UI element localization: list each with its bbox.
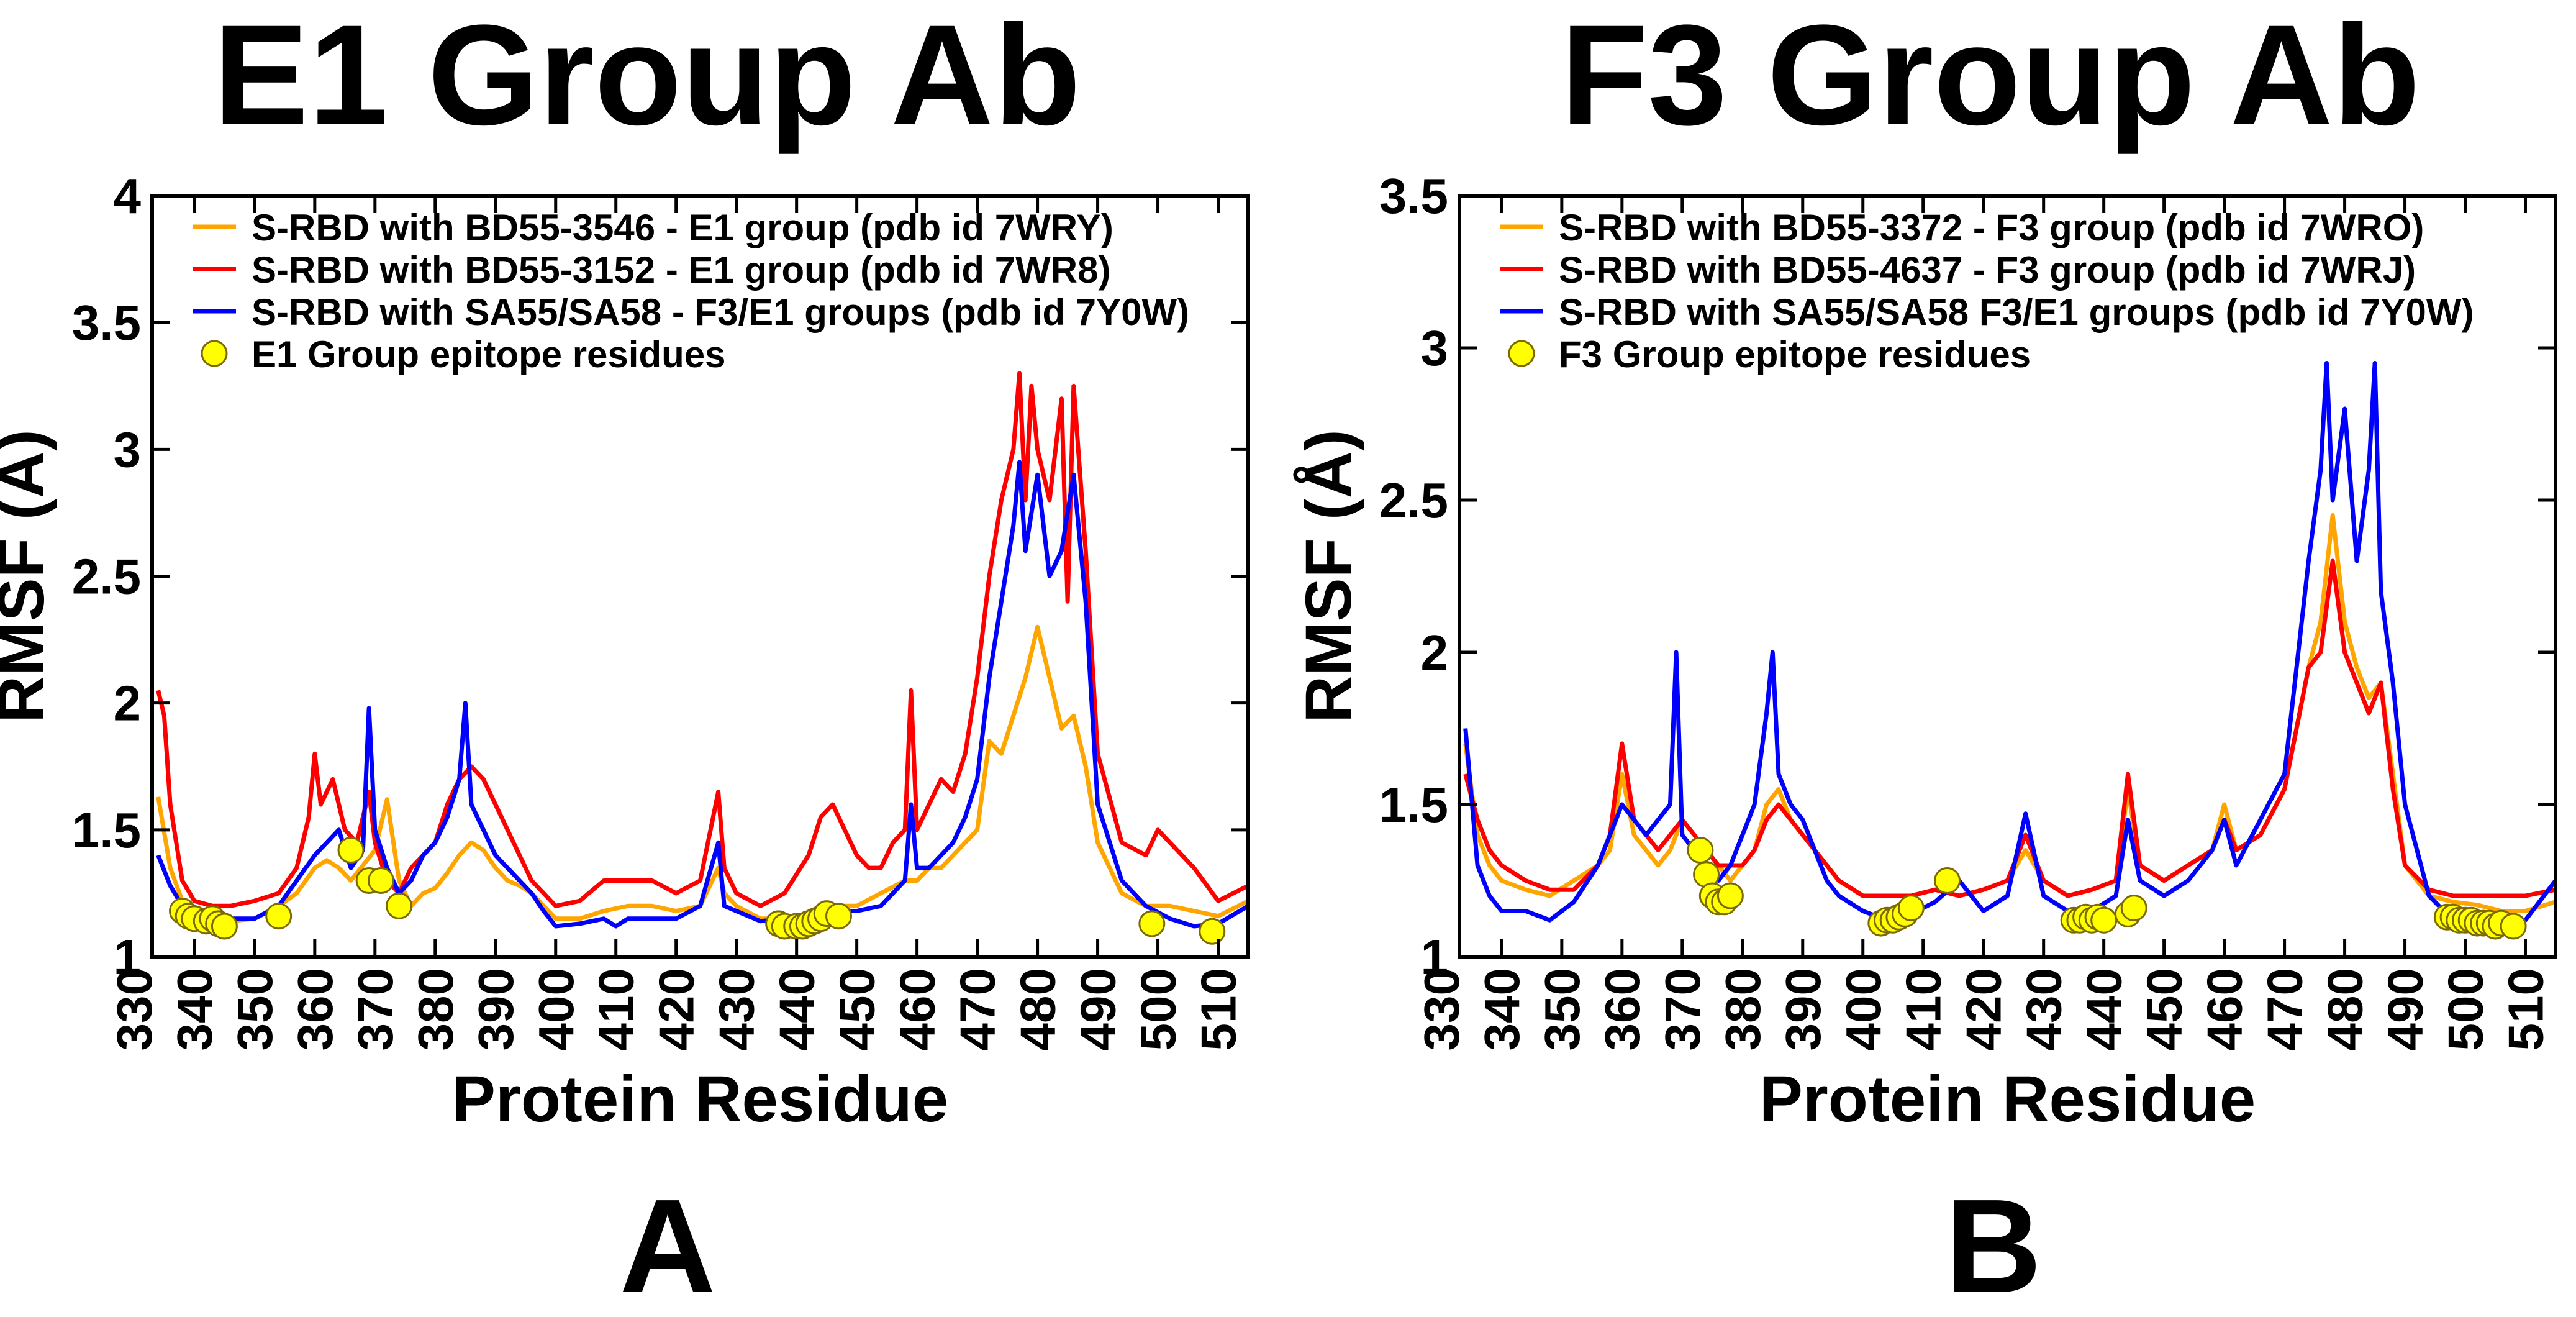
panel-b-epitope-points <box>1687 837 2527 940</box>
panel-a-series-line-2 <box>156 371 1249 908</box>
panel-a-y-tick-label: 3.5 <box>72 295 141 350</box>
panel-a-y-tick-label: 3 <box>114 422 142 477</box>
panel-b-x-tick-label: 390 <box>1776 968 1831 1050</box>
panel-b-x-tick-label: 510 <box>2498 968 2554 1050</box>
panel-b-x-tick-label: 350 <box>1535 968 1590 1050</box>
panel-b-x-tick-label: 330 <box>1414 968 1469 1050</box>
panel-a-letter: A <box>619 1171 715 1317</box>
panel-a-x-tick-label: 370 <box>348 968 403 1050</box>
panel-a-x-tick-label: 380 <box>408 968 463 1050</box>
panel-a-y-axis-label: RMSF (Å) <box>0 429 58 722</box>
panel-b-legend-epitope-marker <box>1508 340 1535 367</box>
panel-a-legend: S-RBD with BD55-3546 - E1 group (pdb id … <box>193 207 1189 375</box>
panel-a-epitope-points <box>169 837 1226 945</box>
panel-a-epitope-point <box>1138 910 1166 937</box>
panel-b-y-tick-label: 3.5 <box>1379 168 1448 224</box>
panel-b-legend-epitope-label: F3 Group epitope residues <box>1559 334 2031 375</box>
panel-a-legend-epitope-marker <box>201 340 228 367</box>
panel-b-epitope-point <box>1934 867 1961 894</box>
panel-b-legend: S-RBD with BD55-3372 - F3 group (pdb id … <box>1500 207 2474 375</box>
panel-b-epitope-point <box>2500 913 2527 940</box>
panel-b-x-tick-label: 370 <box>1655 968 1710 1050</box>
panel-a-x-tick-label: 360 <box>288 968 343 1050</box>
panel-a-epitope-point <box>386 892 413 919</box>
panel-b-y-tick-label: 3 <box>1421 321 1449 376</box>
panel-a-x-tick-label: 330 <box>107 968 162 1050</box>
panel-b-x-tick-label: 450 <box>2137 968 2192 1050</box>
panel-b-frame <box>1458 194 2557 959</box>
panel-a-y-tick-label: 1.5 <box>72 803 141 858</box>
panel-a-epitope-point <box>265 903 293 930</box>
panel-a-x-tick-label: 500 <box>1131 968 1186 1050</box>
panel-a-x-tick-label: 350 <box>227 968 283 1050</box>
panel-a-series-line-3 <box>156 460 1249 929</box>
panel-a-epitope-point <box>337 837 365 864</box>
panel-a-x-tick-label: 430 <box>709 968 764 1050</box>
panel-b-y-tick-label: 1 <box>1421 929 1449 985</box>
panel-a-title: E1 Group Ab <box>213 0 1081 155</box>
panel-a-legend-label-3: S-RBD with SA55/SA58 - F3/E1 groups (pdb… <box>252 291 1189 333</box>
panel-a-x-axis-label: Protein Residue <box>452 1063 948 1136</box>
panel-b-y-tick-label: 2.5 <box>1379 473 1448 528</box>
panel-a-x-tick-label: 440 <box>769 968 825 1050</box>
panel-b-x-axis-label: Protein Residue <box>1759 1063 2256 1136</box>
panel-a-y-tick-label: 4 <box>114 168 142 224</box>
panel-a-y-tick-label: 2 <box>114 676 142 731</box>
panel-a-series-group <box>156 371 1249 929</box>
panel-a-x-tick-label: 400 <box>528 968 584 1050</box>
panel-b-x-tick-label: 440 <box>2077 968 2132 1050</box>
panel-b-x-tick-label: 400 <box>1836 968 1891 1050</box>
panel-b-x-tick-label: 380 <box>1715 968 1771 1050</box>
panel-b-legend-label-1: S-RBD with BD55-3372 - F3 group (pdb id … <box>1559 207 2424 248</box>
panel-a-axes: 1 1.5 2 2.5 3 3.5 4 330 340 350 360 370 380 390 400 410… <box>72 168 1248 1050</box>
panel-b-epitope-point <box>2090 906 2118 934</box>
panel-b-y-tick-label: 2 <box>1421 625 1449 680</box>
panel-a-x-tick-label: 460 <box>890 968 945 1050</box>
panel-b-x-tick-label: 460 <box>2197 968 2252 1050</box>
panel-b-x-tick-label: 500 <box>2438 968 2493 1050</box>
panel-a-x-tick-label: 390 <box>468 968 524 1050</box>
panel-b-x-tick-label: 490 <box>2378 968 2433 1050</box>
panel-a-x-tick-label: 410 <box>589 968 644 1050</box>
panel-b-epitope-point <box>1717 882 1744 909</box>
panel-a-legend-label-2: S-RBD with BD55-3152 - E1 group (pdb id … <box>252 249 1110 291</box>
panel-b-x-tick-label: 410 <box>1896 968 1951 1050</box>
panel-a-legend-epitope-label: E1 Group epitope residues <box>252 334 726 375</box>
panel-b-letter: B <box>1945 1171 2041 1317</box>
panel-a-x-tick-label: 450 <box>830 968 885 1050</box>
panel-b-x-tick-label: 340 <box>1474 968 1530 1050</box>
panel-a-x-tick-label: 490 <box>1071 968 1126 1050</box>
panel-a-epitope-point <box>368 867 394 894</box>
panel-a-x-tick-label: 340 <box>167 968 222 1050</box>
panel-b-x-tick-label: 480 <box>2318 968 2373 1050</box>
panel-b-epitope-point <box>2120 895 2147 922</box>
panel-a-legend-label-1: S-RBD with BD55-3546 - E1 group (pdb id … <box>252 207 1113 248</box>
panel-a-chart: 1 1.5 2 2.5 3 3.5 4 330 340 350 360 370 380 390 400 410… <box>0 168 1250 1136</box>
panel-b-legend-label-2: S-RBD with BD55-4637 - F3 group (pdb id … <box>1559 249 2416 291</box>
panel-a-x-tick-label: 470 <box>950 968 1005 1050</box>
panel-b-legend-label-3: S-RBD with SA55/SA58 F3/E1 groups (pdb i… <box>1559 291 2474 333</box>
panel-a-x-tick-label: 420 <box>649 968 704 1050</box>
panel-a-epitope-point <box>1199 918 1226 945</box>
panel-b-y-axis-label: RMSF (Å) <box>1292 429 1365 722</box>
panel-b-epitope-point <box>1687 837 1714 864</box>
panel-b-title: F3 Group Ab <box>1561 0 2420 155</box>
panel-b-x-tick-label: 470 <box>2257 968 2313 1050</box>
panel-b-x-tick-label: 360 <box>1595 968 1650 1050</box>
panel-b-epitope-point <box>1897 895 1925 922</box>
panel-b-x-tick-label: 430 <box>2016 968 2072 1050</box>
panel-a-y-tick-label: 1 <box>114 929 142 985</box>
panel-a-series-line-1 <box>156 624 1249 924</box>
panel-a-epitope-point <box>825 903 852 930</box>
panel-a-x-tick-label: 510 <box>1191 968 1246 1050</box>
panel-a-y-tick-label: 2.5 <box>72 549 141 604</box>
panel-a-epitope-point <box>211 913 238 940</box>
panel-b-x-tick-label: 420 <box>1956 968 2011 1050</box>
panel-a-x-tick-label: 480 <box>1010 968 1066 1050</box>
panel-b-y-tick-label: 1.5 <box>1379 777 1448 832</box>
